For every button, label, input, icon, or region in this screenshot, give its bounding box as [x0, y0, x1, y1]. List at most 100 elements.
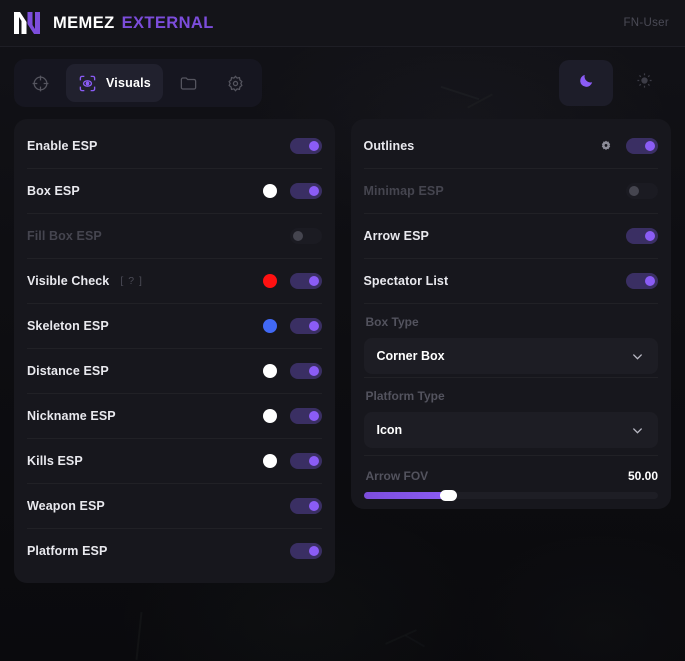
row-controls: [626, 182, 658, 199]
theme-switcher: [559, 60, 671, 106]
setting-row: Skeleton ESP: [27, 303, 322, 348]
setting-label: Enable ESP: [27, 138, 98, 153]
setting-row: Kills ESP: [27, 438, 322, 483]
setting-row: Fill Box ESP: [27, 213, 322, 258]
setting-row: Distance ESP: [27, 348, 322, 393]
theme-light-button[interactable]: [617, 60, 671, 106]
toggle-switch[interactable]: [626, 272, 658, 289]
toggle-knob: [645, 230, 655, 241]
user-label: FN-User: [623, 17, 669, 29]
toggle-switch[interactable]: [289, 542, 322, 559]
eye-target-icon: [78, 74, 97, 93]
box-type-dropdown[interactable]: Corner Box: [363, 338, 658, 374]
setting-row: Arrow ESP: [363, 213, 658, 258]
setting-label: Fill Box ESP: [27, 228, 102, 243]
row-controls: [289, 227, 322, 244]
visuals-right-panel: Outlines Minimap ESP Arrow ESP Spectator Li…: [350, 119, 671, 509]
row-controls: [599, 137, 658, 154]
setting-label: Arrow ESP: [363, 228, 429, 243]
toggle-knob: [308, 275, 319, 286]
toggle-switch[interactable]: [289, 452, 322, 469]
tab-visuals[interactable]: Visuals: [66, 64, 163, 102]
toggle-switch[interactable]: [289, 272, 322, 289]
setting-label: Platform ESP: [27, 543, 108, 558]
slider-value: 50.00: [627, 469, 658, 483]
row-controls: [262, 362, 322, 379]
moon-icon: [578, 72, 595, 94]
toggle-knob: [645, 275, 655, 286]
setting-label: Visible Check: [27, 273, 110, 288]
chevron-down-icon: [630, 423, 645, 438]
tab-aim[interactable]: [19, 64, 62, 102]
setting-row: Outlines: [363, 123, 658, 168]
brand-accent: EXTERNAL: [121, 13, 214, 32]
setting-label: Nickname ESP: [27, 408, 116, 423]
color-swatch[interactable]: [262, 408, 277, 423]
toggle-knob: [629, 185, 639, 196]
color-swatch[interactable]: [262, 363, 277, 378]
select-label: Platform Type: [365, 389, 445, 403]
toolbar: Visuals: [0, 53, 685, 113]
toggle-knob: [292, 230, 303, 241]
row-gear-icon[interactable]: [599, 139, 613, 153]
setting-row: Box ESP: [27, 168, 322, 213]
setting-row: Platform ESP: [27, 528, 322, 573]
row-controls: [289, 137, 322, 154]
select-value: Corner Box: [376, 349, 445, 363]
setting-label: Outlines: [363, 138, 415, 153]
toggle-switch[interactable]: [289, 317, 322, 334]
toggle-switch[interactable]: [289, 497, 322, 514]
toggle-switch[interactable]: [626, 137, 658, 154]
help-hint[interactable]: [ ? ]: [120, 274, 143, 287]
chevron-down-icon: [630, 349, 645, 364]
select-label: Box Type: [365, 315, 419, 329]
tab-settings[interactable]: [214, 64, 257, 102]
row-controls: [289, 542, 322, 559]
setting-row: Enable ESP: [27, 123, 322, 168]
color-swatch[interactable]: [262, 273, 277, 288]
setting-label: Spectator List: [363, 273, 449, 288]
row-controls: [626, 272, 658, 289]
setting-row: Nickname ESP: [27, 393, 322, 438]
tab-visuals-label: Visuals: [106, 76, 151, 90]
gear-icon: [226, 74, 245, 93]
toggle-knob: [308, 500, 319, 511]
brand-primary: MEMEZ: [53, 13, 115, 32]
platform-type-dropdown[interactable]: Icon: [363, 412, 658, 448]
slider-header: Arrow FOV 50.00: [366, 469, 659, 483]
toggle-knob: [308, 320, 319, 331]
color-swatch[interactable]: [262, 183, 277, 198]
toggle-switch[interactable]: [289, 182, 322, 199]
setting-label: Kills ESP: [27, 453, 83, 468]
color-swatch[interactable]: [262, 318, 277, 333]
toggle-knob: [308, 365, 319, 376]
toggle-knob: [308, 545, 319, 556]
folder-icon: [179, 74, 198, 93]
toggle-switch[interactable]: [289, 407, 322, 424]
toggle-knob: [645, 140, 655, 151]
slider-fill: [363, 492, 449, 499]
toggle-switch[interactable]: [289, 362, 322, 379]
select-field: Box Type Corner Box: [363, 303, 658, 377]
brand-area: MEMEZ EXTERNAL: [12, 10, 214, 36]
toggle-knob: [308, 455, 319, 466]
theme-dark-button[interactable]: [559, 60, 613, 106]
toggle-switch[interactable]: [289, 137, 322, 154]
setting-row: Visible Check [ ? ]: [27, 258, 322, 303]
setting-row: Spectator List: [363, 258, 658, 303]
settings-panels: Enable ESP Box ESP Fill Box ESP Visible Che…: [0, 119, 685, 583]
setting-label: Distance ESP: [27, 363, 109, 378]
arrow-fov-slider[interactable]: [363, 490, 658, 501]
row-controls: [262, 407, 322, 424]
select-value: Icon: [376, 423, 403, 437]
select-field: Platform Type Icon: [363, 377, 658, 451]
row-controls: [262, 452, 322, 469]
toggle-knob: [308, 410, 319, 421]
sun-icon: [636, 72, 653, 94]
setting-row: Weapon ESP: [27, 483, 322, 528]
color-swatch[interactable]: [262, 453, 277, 468]
row-controls: [262, 317, 322, 334]
tab-configs[interactable]: [167, 64, 210, 102]
slider-thumb[interactable]: [439, 490, 457, 501]
toggle-switch[interactable]: [626, 227, 658, 244]
